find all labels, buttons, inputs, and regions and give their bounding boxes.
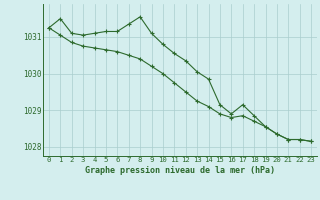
X-axis label: Graphe pression niveau de la mer (hPa): Graphe pression niveau de la mer (hPa) [85,166,275,175]
